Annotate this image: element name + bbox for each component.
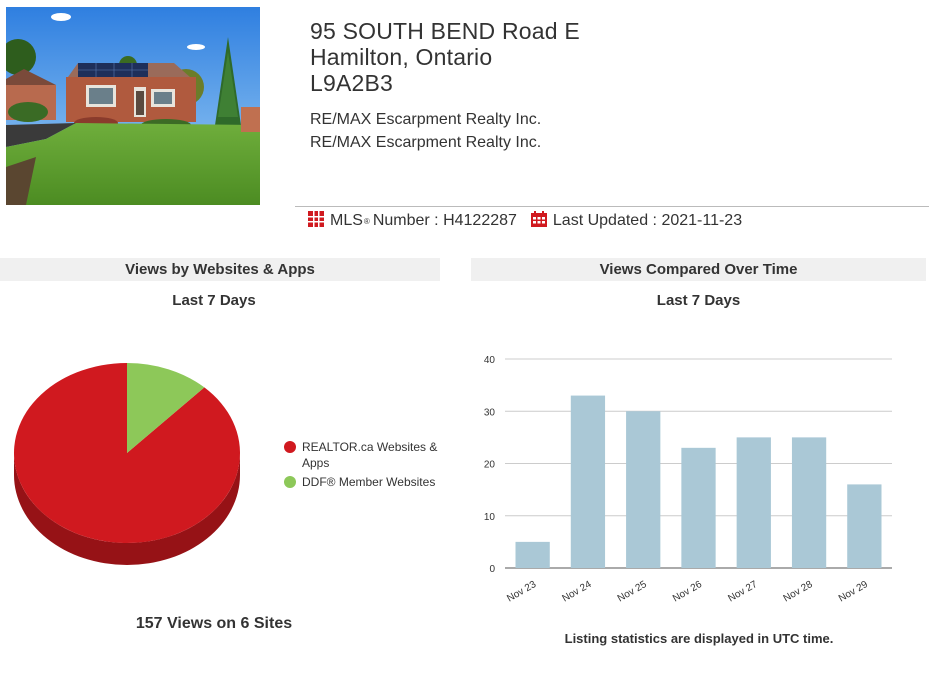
house-photo-image — [6, 7, 260, 205]
y-tick-label: 40 — [484, 355, 496, 366]
x-tick-label: Nov 28 — [782, 579, 815, 605]
views-by-websites-subtitle: Last 7 Days — [172, 292, 256, 309]
legend-marker — [284, 441, 296, 453]
legend-marker — [284, 476, 296, 488]
address-city: Hamilton, Ontario — [310, 44, 493, 70]
bar[interactable] — [515, 541, 550, 568]
mls-number: MLS ® Number : H4122287 — [308, 210, 517, 232]
calendar-icon — [530, 210, 547, 232]
y-tick-label: 20 — [484, 460, 496, 471]
bar[interactable] — [847, 484, 882, 568]
x-tick-label: Nov 24 — [560, 579, 593, 605]
address-street: 95 SOUTH BEND Road E — [310, 18, 580, 44]
x-tick-label: Nov 27 — [726, 579, 759, 605]
brokerage-name: RE/MAX Escarpment Realty Inc. — [310, 134, 542, 151]
listing-photo[interactable] — [6, 7, 260, 205]
mls-label: MLS — [330, 212, 363, 229]
x-tick-label: Nov 26 — [671, 579, 704, 605]
bar[interactable] — [736, 437, 771, 568]
total-views: 157 Views on 6 Sites — [135, 615, 293, 632]
bar-chart: 0 10 20 30 40 Nov 23 Nov 24 Nov 25 Nov 26 Nov 27 N… — [470, 340, 910, 620]
legend-label: DDF® Member Websites — [302, 475, 436, 489]
legend-item[interactable]: REALTOR.ca Websites & Apps — [284, 439, 444, 471]
y-tick-label: 30 — [484, 407, 496, 418]
listing-address: 95 SOUTH BEND Road E Hamilton, Ontario L… — [310, 18, 580, 96]
x-tick-label: Nov 25 — [616, 579, 649, 605]
bar[interactable] — [626, 411, 661, 568]
mls-suffix: Number : — [372, 212, 439, 229]
mls-flag-icon — [308, 210, 324, 232]
mls-number-value: H4122287 — [443, 212, 517, 229]
address-postal-code: L9A2B3 — [310, 70, 394, 96]
bar[interactable] — [791, 437, 827, 568]
listing-info-bar: MLS ® Number : H4122287 Last Updated : 20… — [308, 210, 743, 232]
y-tick-label: 0 — [489, 564, 495, 575]
pie-chart — [10, 358, 250, 578]
utc-footnote: Listing statistics are displayed in UTC … — [564, 631, 834, 646]
y-tick-label: 10 — [484, 512, 496, 523]
pie-legend: REALTOR.ca Websites & Apps DDF® Member W… — [284, 439, 444, 493]
pie-slice[interactable] — [127, 363, 205, 453]
x-tick-label: Nov 29 — [837, 579, 870, 605]
brokerage-list: RE/MAX Escarpment Realty Inc. RE/MAX Esc… — [310, 108, 541, 154]
brokerage-name: RE/MAX Escarpment Realty Inc. — [310, 111, 542, 128]
pie-slice-side — [14, 453, 240, 565]
header-divider — [295, 206, 929, 207]
last-updated: Last Updated : 2021-11-23 — [530, 210, 743, 232]
views-over-time-title: Views Compared Over Time — [471, 258, 926, 281]
pie-slice[interactable] — [13, 363, 241, 543]
updated-date: 2021-11-23 — [661, 212, 743, 229]
legend-label: REALTOR.ca Websites & Apps — [302, 440, 438, 470]
views-over-time-subtitle: Last 7 Days — [656, 292, 741, 309]
mls-registered-mark: ® — [363, 216, 370, 226]
x-tick-label: Nov 23 — [505, 579, 538, 605]
updated-label: Last Updated : — [552, 212, 657, 229]
legend-item[interactable]: DDF® Member Websites — [284, 474, 444, 490]
bar[interactable] — [681, 447, 716, 568]
views-by-websites-title: Views by Websites & Apps — [0, 258, 440, 281]
bar[interactable] — [570, 395, 606, 568]
